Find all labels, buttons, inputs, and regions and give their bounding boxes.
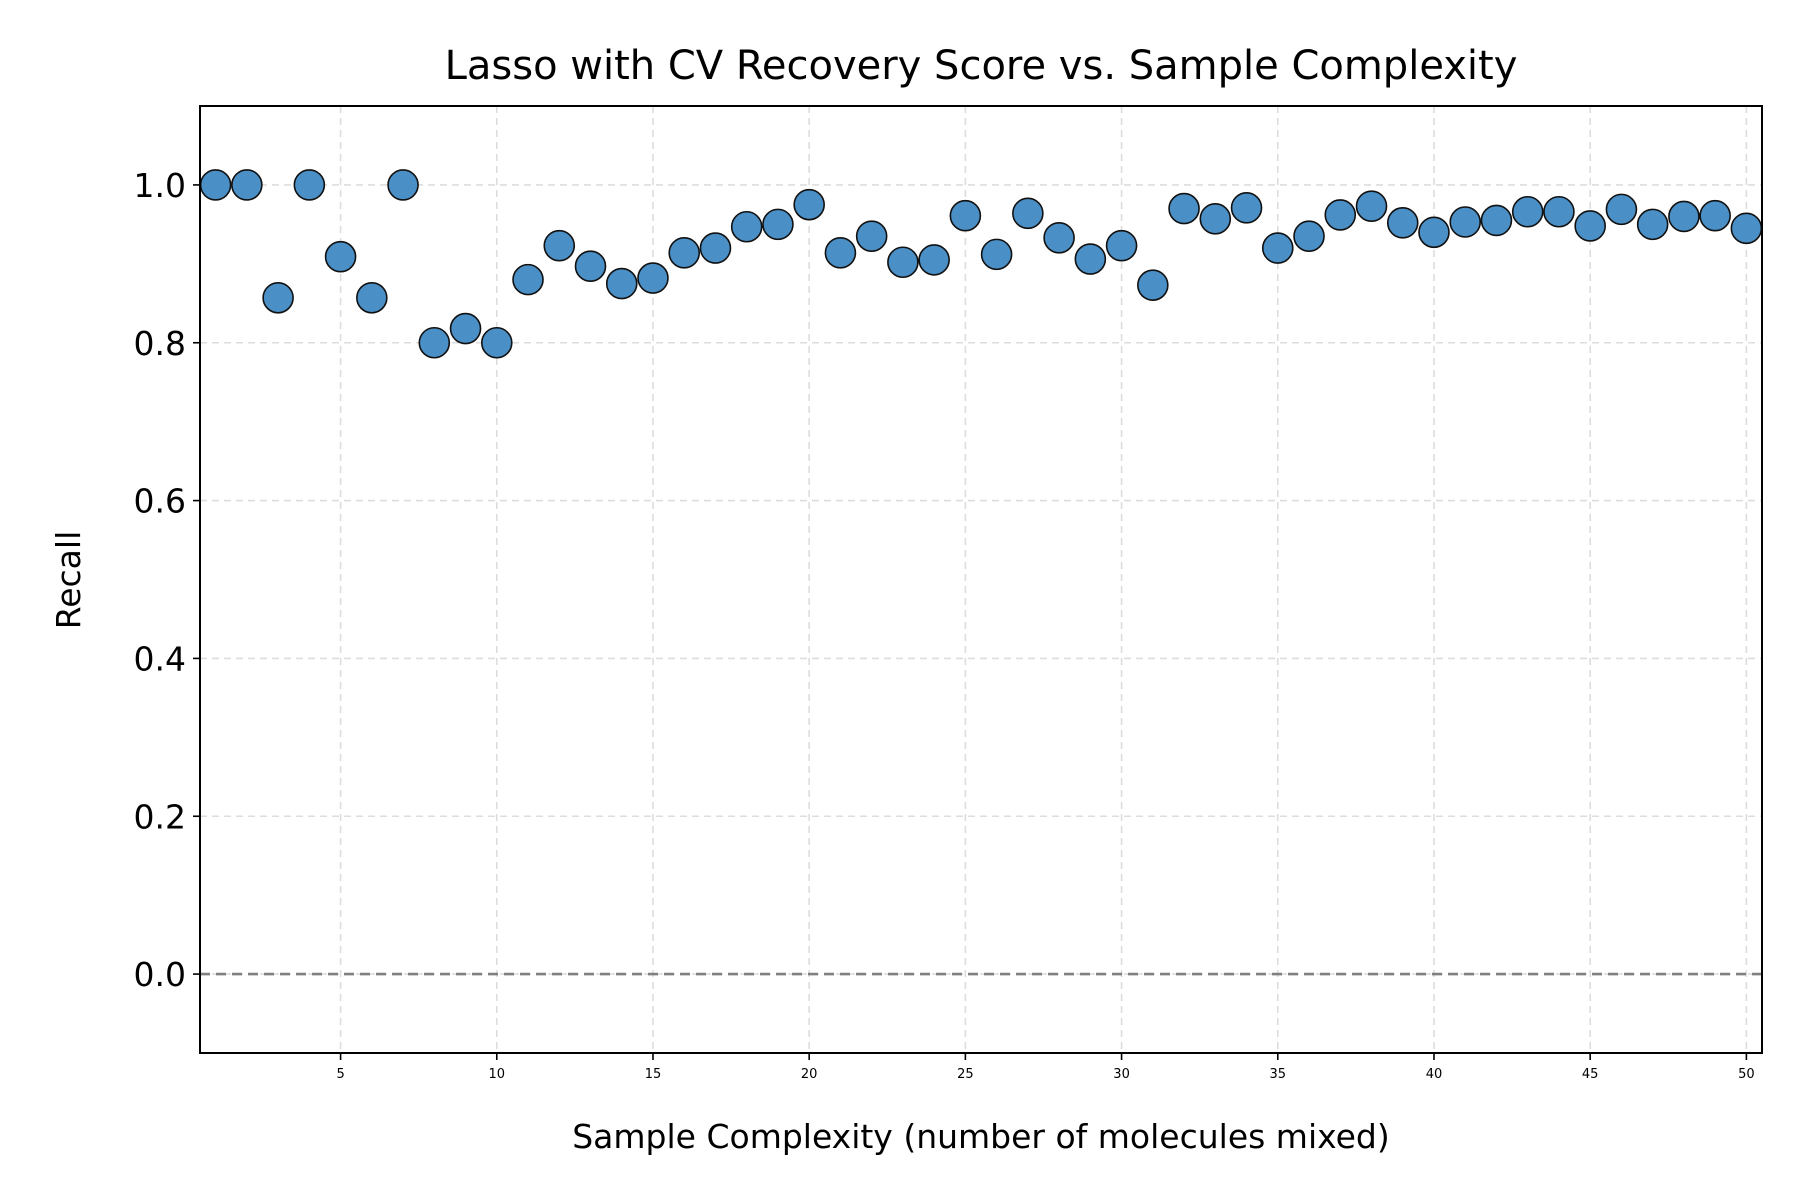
data-point xyxy=(1012,197,1044,230)
data-point xyxy=(1699,199,1731,232)
data-point xyxy=(699,232,732,264)
data-point xyxy=(512,263,544,296)
data-point xyxy=(418,326,451,359)
data-point xyxy=(1105,229,1138,262)
data-point xyxy=(199,169,232,201)
chart-title: Lasso with CV Recovery Score vs. Sample … xyxy=(445,43,1518,89)
data-points xyxy=(199,169,1763,359)
data-point xyxy=(1574,210,1606,242)
data-point xyxy=(387,169,419,201)
x-axis-label: Sample Complexity (number of molecules m… xyxy=(572,1117,1390,1156)
data-point xyxy=(324,240,357,273)
y-axis-label: Recall xyxy=(49,531,88,629)
data-point xyxy=(1480,204,1513,237)
y-tick-label: 0.0 xyxy=(134,955,186,994)
x-tick-label: 5 xyxy=(336,1067,344,1082)
y-tick-label: 0.4 xyxy=(134,639,186,678)
data-point xyxy=(762,208,794,241)
data-point xyxy=(605,267,638,300)
x-tick-label: 30 xyxy=(1113,1067,1130,1082)
data-point xyxy=(1668,200,1700,233)
data-point xyxy=(855,220,888,253)
data-point xyxy=(1418,216,1450,249)
data-point xyxy=(1605,193,1638,226)
data-point xyxy=(574,250,607,283)
data-point xyxy=(918,244,950,276)
data-point xyxy=(1043,221,1075,254)
x-tick-label: 10 xyxy=(489,1067,506,1082)
x-tick-label: 15 xyxy=(645,1067,662,1082)
data-point xyxy=(887,246,919,279)
data-point xyxy=(231,169,263,201)
data-point xyxy=(980,238,1013,271)
data-point xyxy=(1730,212,1763,245)
data-point xyxy=(262,281,294,314)
x-tick-label: 40 xyxy=(1426,1067,1443,1082)
data-point xyxy=(1293,220,1325,253)
data-point xyxy=(1074,243,1107,275)
x-tick-label: 25 xyxy=(957,1067,974,1082)
x-tick-label: 50 xyxy=(1738,1067,1755,1082)
data-point xyxy=(1386,206,1419,239)
x-tick-label: 20 xyxy=(801,1067,818,1082)
data-point xyxy=(1168,192,1200,225)
x-tick-label: 35 xyxy=(1270,1067,1287,1082)
data-point xyxy=(543,229,576,262)
grid-lines xyxy=(200,106,1762,1053)
data-point xyxy=(449,312,482,345)
y-tick-label: 0.6 xyxy=(134,482,186,521)
data-point xyxy=(637,262,669,294)
y-tick-label: 1.0 xyxy=(134,166,186,205)
data-point xyxy=(1324,199,1357,231)
data-point xyxy=(1230,192,1263,224)
data-point xyxy=(949,199,982,232)
data-point xyxy=(1355,190,1388,223)
axis-ticks: 5 10 15 20 25 30 35 40 45 50 0.0 0.2 0.4 0.6 0.8 1.0 xyxy=(134,166,1755,1082)
y-tick-label: 0.8 xyxy=(134,324,186,363)
data-point xyxy=(480,326,513,359)
data-point xyxy=(1449,206,1482,238)
data-point xyxy=(1511,195,1544,228)
data-point xyxy=(668,236,701,269)
data-point xyxy=(1261,232,1294,264)
data-point xyxy=(824,236,857,269)
plot-frame xyxy=(199,105,1763,1054)
y-tick-label: 0.2 xyxy=(134,797,186,836)
data-point xyxy=(793,188,825,221)
x-tick-label: 45 xyxy=(1582,1067,1599,1082)
data-point xyxy=(1199,203,1232,235)
data-point xyxy=(356,281,388,314)
data-point xyxy=(293,169,326,201)
data-point xyxy=(1137,269,1169,301)
data-point xyxy=(1543,195,1575,228)
data-point xyxy=(1636,208,1669,241)
data-point xyxy=(730,210,763,243)
